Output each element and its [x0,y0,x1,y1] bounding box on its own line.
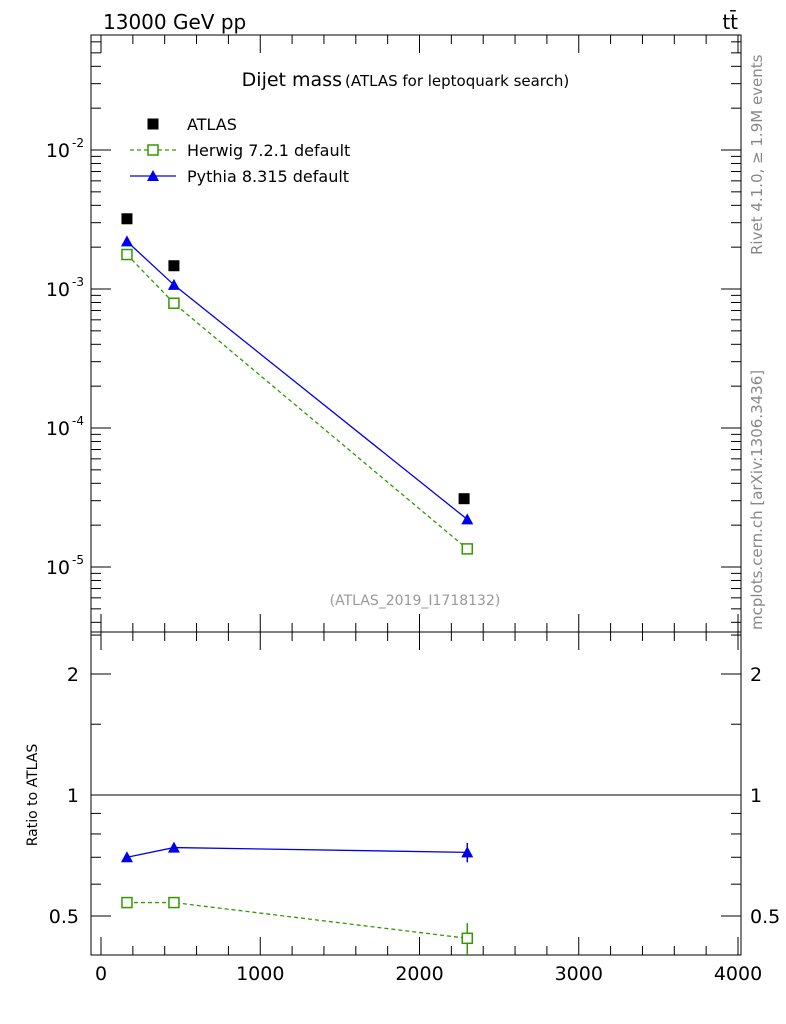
data-point [461,513,474,525]
y-tick-exponent: -5 [72,553,84,567]
side-text-top: Rivet 4.1.0, ≥ 1.9M events [748,54,766,255]
ratio-ylabel: Ratio to ATLAS [25,744,41,847]
y-tick-label: 10 [46,140,70,162]
ratio-y-tick-label: 1 [67,785,79,807]
y-tick-label: 10 [46,418,70,440]
header-left: 13000 GeV pp [103,10,246,34]
legend-marker [147,118,159,130]
ratio-point [461,932,474,945]
data-point [120,235,133,247]
legend-marker [147,170,159,181]
y-tick-label: 10 [46,279,70,301]
ratio-point [168,896,180,909]
x-tick-label: 2000 [395,963,443,985]
header-right: tt̄ [722,9,738,34]
y-tick-label: 10 [46,557,70,579]
data-point [168,260,180,272]
data-point [461,543,474,555]
ratio-y-tick-label-right: 1 [750,785,762,807]
chart-title: Dijet mass [242,69,342,91]
watermark: (ATLAS_2019_I1718132) [330,593,501,609]
ratio-y-tick-label-right: 2 [750,664,762,686]
legend-label: Herwig 7.2.1 default [187,141,350,160]
series-line [126,254,468,550]
ratio-point [461,846,474,858]
legend-label: ATLAS [187,115,237,134]
data-point [167,278,180,290]
ratio-point [120,851,133,863]
x-tick-label: 0 [95,963,107,985]
ratio-y-tick-label-right: 0.5 [750,906,780,928]
y-tick-exponent: -2 [72,136,84,150]
ratio-y-tick-label: 2 [67,664,79,686]
data-point [168,297,180,309]
ratio-line [126,901,468,939]
ratio-y-tick-label: 0.5 [49,906,79,928]
ratio-point [121,896,133,909]
x-tick-label: 4000 [714,963,762,985]
side-text-bottom: mcplots.cern.ch [arXiv:1306.3436] [748,370,766,630]
ratio-point [167,841,180,853]
ratio-frame [90,631,742,956]
x-tick-label: 3000 [555,963,603,985]
data-point [458,493,470,505]
legend-label: Pythia 8.315 default [187,167,349,186]
chart-subtitle: (ATLAS for leptoquark search) [345,72,569,90]
y-tick-exponent: -3 [72,275,84,289]
data-point [121,213,133,225]
legend-marker [147,144,159,156]
x-tick-label: 1000 [236,963,284,985]
data-point [121,248,133,261]
series-line [126,240,468,520]
y-tick-exponent: -4 [72,414,84,428]
